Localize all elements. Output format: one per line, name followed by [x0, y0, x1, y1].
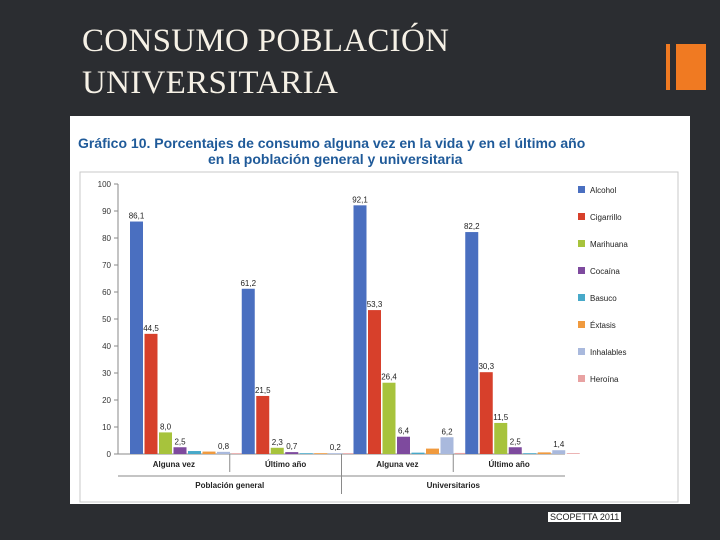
bar-value-label: 86,1	[129, 212, 145, 221]
bar	[144, 333, 158, 454]
bar	[270, 447, 284, 454]
chart-frame	[79, 171, 679, 503]
bar-value-label: 0,7	[286, 442, 298, 451]
bar	[455, 452, 468, 454]
bar-value-label: 21,5	[255, 386, 271, 395]
accent-bar-thick	[676, 44, 706, 90]
legend-swatch	[578, 294, 585, 301]
bar	[328, 453, 342, 454]
bar-value-label: 0,2	[330, 443, 342, 452]
bar	[523, 453, 537, 454]
accent-bar-thin	[666, 44, 670, 90]
bar-chart: Gráfico 10. Porcentajes de consumo algun…	[78, 135, 679, 503]
credit-text: SCOPETTA 2011	[548, 512, 622, 522]
legend-label: Cocaína	[590, 267, 620, 276]
bar-value-label: 6,2	[441, 427, 453, 436]
slide-title-line-2: UNIVERSITARIA	[82, 65, 339, 101]
x-category-label: Último año	[488, 460, 529, 469]
x-category-label: Alguna vez	[376, 460, 418, 469]
bar-value-label: 6,4	[398, 427, 410, 436]
bar	[426, 448, 439, 454]
y-tick-label: 100	[98, 180, 112, 189]
bar-value-label: 2,5	[174, 437, 186, 446]
bar	[217, 451, 230, 454]
x-category-label: Alguna vez	[153, 460, 195, 469]
bar-value-label: 82,2	[464, 222, 480, 231]
bar-value-label: 30,3	[478, 362, 494, 371]
bar	[479, 372, 493, 454]
bar	[552, 450, 566, 454]
bar	[440, 437, 454, 454]
y-tick-label: 40	[102, 342, 111, 351]
bar-value-label: 0,8	[218, 442, 230, 451]
y-tick-label: 60	[102, 288, 111, 297]
y-tick-label: 70	[102, 261, 111, 270]
legend-swatch	[578, 375, 585, 382]
bar	[130, 221, 143, 454]
bar	[241, 288, 255, 454]
bar	[411, 452, 425, 454]
bar	[566, 453, 580, 454]
bar	[173, 447, 187, 454]
x-group-label: Universitarios	[427, 481, 481, 490]
bar	[299, 453, 313, 454]
bar	[285, 452, 299, 454]
legend-swatch	[578, 321, 585, 328]
bar	[494, 422, 508, 454]
slide-title: CONSUMO POBLACIÓN UNIVERSITARIA	[82, 20, 642, 104]
legend-swatch	[578, 240, 585, 247]
bar-value-label: 53,3	[367, 300, 383, 309]
bar	[508, 447, 522, 454]
bar	[465, 232, 479, 454]
bar	[231, 453, 245, 454]
chart-title-line-1: Gráfico 10. Porcentajes de consumo algun…	[78, 135, 585, 151]
legend-label: Inhalables	[590, 348, 626, 357]
bar	[353, 205, 367, 454]
y-tick-label: 90	[102, 207, 111, 216]
bar	[382, 382, 396, 454]
legend-label: Marihuana	[590, 240, 628, 249]
bar	[256, 395, 270, 454]
y-tick-label: 80	[102, 234, 111, 243]
bar	[397, 436, 410, 454]
chart-title-line-2: en la población general y universitaria	[208, 151, 463, 167]
x-category-label: Último año	[265, 460, 306, 469]
bar-value-label: 11,5	[493, 413, 509, 422]
legend-label: Éxtasis	[590, 321, 616, 330]
bar-value-label: 61,2	[240, 279, 256, 288]
bar	[343, 453, 357, 454]
legend-swatch	[578, 186, 585, 193]
x-group-label: Población general	[195, 481, 264, 490]
bar-value-label: 2,3	[272, 438, 284, 447]
bar-value-label: 1,4	[553, 440, 565, 449]
bar-value-label: 8,0	[160, 422, 172, 431]
legend-swatch	[578, 348, 585, 355]
legend-label: Heroína	[590, 375, 619, 384]
bar-value-label: 92,1	[352, 195, 368, 204]
slide-title-line-1: CONSUMO POBLACIÓN	[82, 23, 450, 59]
bar	[537, 452, 551, 454]
y-tick-label: 10	[102, 423, 111, 432]
bar	[188, 451, 201, 454]
bar	[368, 310, 381, 454]
bar	[202, 451, 216, 454]
bar	[159, 432, 172, 454]
legend-swatch	[578, 267, 585, 274]
bar-value-label: 44,5	[143, 324, 159, 333]
bar-value-label: 26,4	[381, 373, 397, 382]
bar-value-label: 2,5	[510, 437, 522, 446]
y-tick-label: 50	[102, 315, 111, 324]
legend-label: Alcohol	[590, 186, 616, 195]
accent-bars-decoration	[666, 44, 706, 90]
y-tick-label: 0	[107, 450, 112, 459]
y-tick-label: 30	[102, 369, 111, 378]
bar	[314, 453, 328, 454]
legend-label: Basuco	[590, 294, 617, 303]
y-tick-label: 20	[102, 396, 111, 405]
legend-swatch	[578, 213, 585, 220]
chart-image: Gráfico 10. Porcentajes de consumo algun…	[70, 116, 690, 504]
legend-label: Cigarrillo	[590, 213, 622, 222]
